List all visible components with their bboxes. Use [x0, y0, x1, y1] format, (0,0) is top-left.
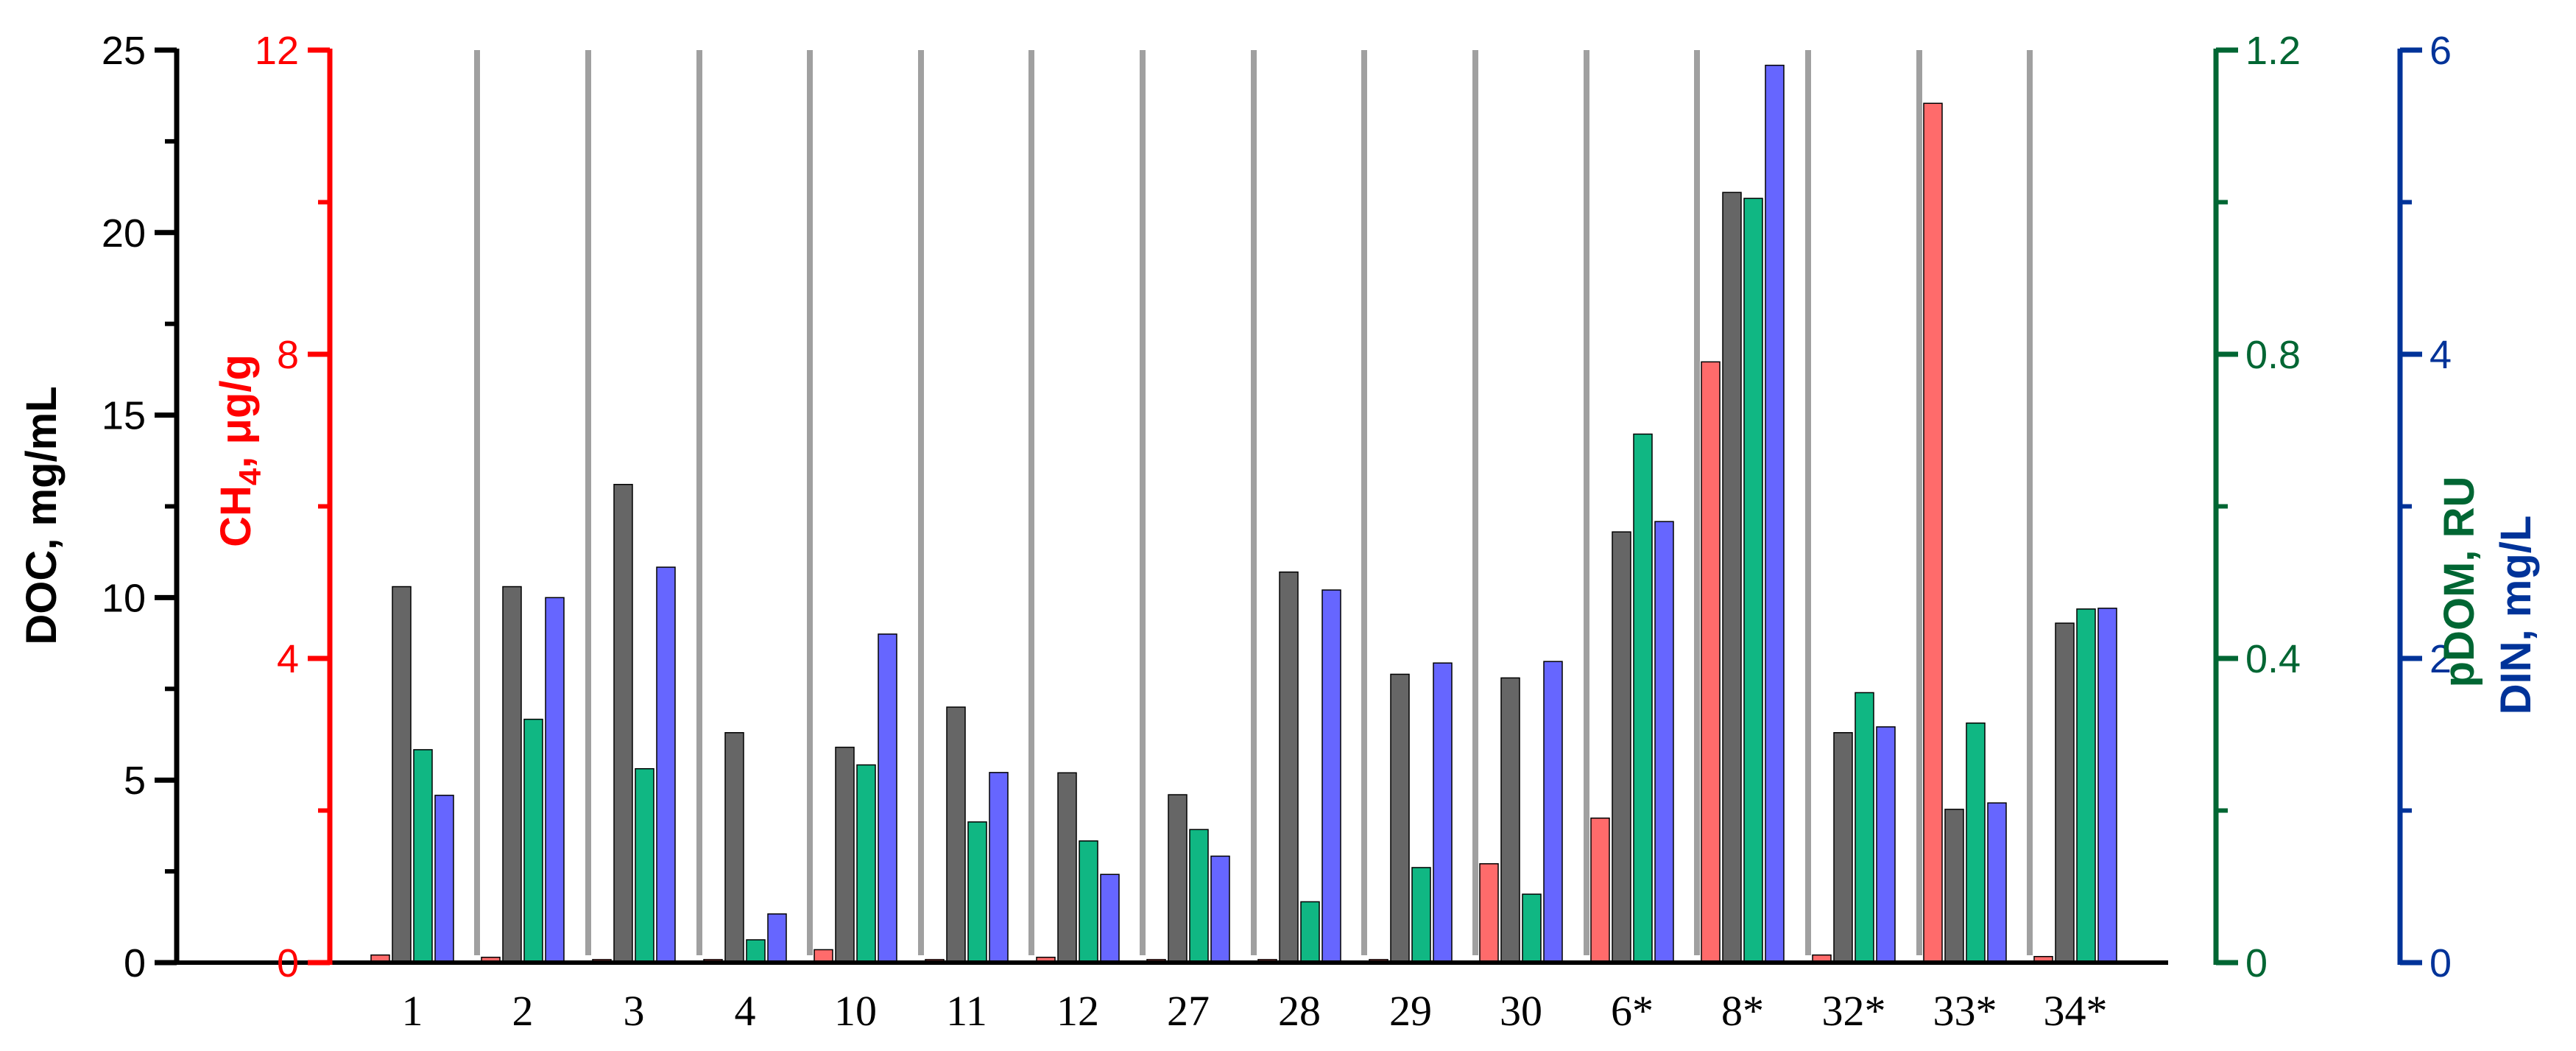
- din-tick-label: 0: [2429, 941, 2452, 985]
- bar-pdom-12: [1079, 840, 1098, 963]
- bar-din-12: [1100, 874, 1120, 963]
- doc-tick-label: 10: [102, 576, 146, 620]
- doc-tick-label: 0: [124, 941, 146, 985]
- bar-pdom-10: [856, 764, 876, 963]
- bar-pdom-29: [1411, 867, 1431, 963]
- bar-din-2: [545, 597, 565, 963]
- pdom-tick-label: 0.8: [2245, 333, 2301, 377]
- ch4-tick-label: 12: [255, 29, 299, 73]
- bar-din-33*: [1987, 802, 2007, 963]
- bar-doc-1: [392, 586, 412, 963]
- bar-pdom-3: [635, 767, 654, 963]
- bar-din-30: [1543, 661, 1563, 963]
- bar-din-4: [767, 913, 787, 963]
- ch4-tick-label: 0: [277, 941, 299, 985]
- bar-doc-10: [835, 746, 855, 963]
- bar-pdom-30: [1522, 893, 1542, 963]
- bar-pdom-6*: [1633, 433, 1653, 963]
- x-tick-label: 27: [1167, 987, 1210, 1035]
- bar-pdom-27: [1189, 829, 1209, 963]
- x-tick-label: 2: [512, 987, 534, 1035]
- bar-doc-32*: [1833, 732, 1853, 963]
- pdom-tick-label: 0: [2245, 941, 2268, 985]
- x-tick-label: 10: [834, 987, 877, 1035]
- bar-din-27: [1210, 855, 1230, 963]
- doc-tick-label: 5: [124, 759, 146, 803]
- bar-doc-11: [946, 706, 966, 963]
- bar-ch4-6*: [1590, 818, 1610, 963]
- x-tick-label: 6*: [1611, 987, 1654, 1035]
- bar-ch4-33*: [1923, 102, 1943, 963]
- din-tick-label: 6: [2429, 29, 2452, 73]
- x-tick-label: 8*: [1721, 987, 1764, 1035]
- din-tick-label: 2: [2429, 637, 2452, 681]
- bar-doc-6*: [1612, 531, 1631, 963]
- bar-din-8*: [1765, 64, 1785, 963]
- bar-doc-30: [1500, 677, 1520, 963]
- bar-ch4-8*: [1701, 361, 1721, 963]
- x-tick-label: 1: [402, 987, 423, 1035]
- bar-pdom-1: [413, 749, 433, 963]
- doc-tick-label: 20: [102, 211, 146, 256]
- bar-doc-28: [1279, 571, 1299, 963]
- bar-doc-8*: [1722, 191, 1742, 963]
- bar-din-32*: [1876, 726, 1896, 963]
- doc-tick-label: 15: [102, 394, 146, 438]
- x-tick-label: 3: [624, 987, 645, 1035]
- x-tick-label: 30: [1500, 987, 1542, 1035]
- din-axis-title: DIN, mg/L: [2492, 516, 2540, 715]
- x-tick-label: 4: [735, 987, 756, 1035]
- din-tick-label: 4: [2429, 333, 2452, 377]
- pdom-tick-label: 1.2: [2245, 29, 2301, 73]
- bar-pdom-2: [523, 718, 543, 963]
- bar-doc-34*: [2055, 622, 2075, 963]
- doc-axis-title: DOC, mg/mL: [18, 386, 66, 644]
- x-tick-label: 32*: [1822, 987, 1886, 1035]
- bar-din-6*: [1654, 521, 1674, 963]
- x-tick-label: 34*: [2044, 987, 2108, 1035]
- bar-pdom-32*: [1855, 692, 1874, 963]
- bar-doc-12: [1057, 772, 1077, 963]
- bar-pdom-4: [746, 939, 766, 963]
- x-tick-label: 11: [946, 987, 987, 1035]
- bar-din-1: [434, 795, 454, 963]
- bar-doc-2: [502, 586, 522, 963]
- x-tick-label: 28: [1278, 987, 1321, 1035]
- bar-pdom-8*: [1743, 197, 1763, 963]
- ch4-axis-title: CH4, μg/g: [212, 354, 267, 547]
- x-tick-label: 33*: [1933, 987, 1997, 1035]
- bar-doc-33*: [1944, 809, 1964, 963]
- bar-pdom-34*: [2076, 608, 2096, 963]
- ch4-tick-label: 8: [277, 333, 299, 377]
- ch4-tick-label: 4: [277, 637, 299, 681]
- pdom-tick-label: 0.4: [2245, 637, 2301, 681]
- bar-din-29: [1433, 662, 1453, 963]
- bar-pdom-33*: [1966, 723, 1986, 963]
- bar-din-34*: [2097, 608, 2117, 963]
- bar-pdom-11: [967, 821, 987, 963]
- bar-pdom-28: [1300, 901, 1320, 963]
- bar-doc-3: [613, 484, 633, 963]
- doc-tick-label: 25: [102, 29, 146, 73]
- bar-doc-27: [1168, 794, 1188, 963]
- bar-din-28: [1321, 589, 1341, 963]
- bar-din-10: [878, 633, 897, 963]
- bar-doc-29: [1390, 673, 1410, 963]
- bar-din-3: [656, 566, 676, 963]
- pdom-axis-title: pDOM, RU: [2435, 477, 2483, 688]
- x-tick-label: 12: [1056, 987, 1099, 1035]
- x-tick-label: 29: [1389, 987, 1432, 1035]
- bar-din-11: [989, 772, 1009, 963]
- bar-doc-4: [724, 732, 744, 963]
- bar-ch4-30: [1479, 863, 1499, 963]
